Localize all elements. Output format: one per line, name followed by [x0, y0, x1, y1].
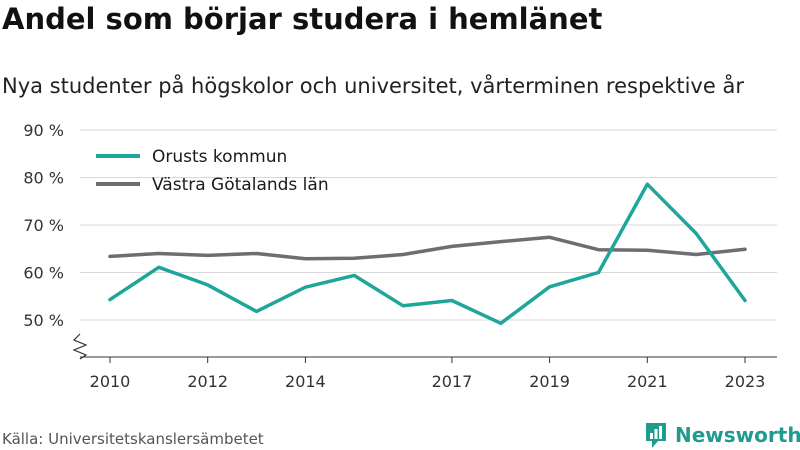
y-tick-label: 70 %: [23, 216, 64, 235]
series-line-v-stra-g-talands-l-n: [108, 235, 747, 261]
legend-label: Orusts kommun: [152, 147, 287, 167]
y-axis-tick-labels: 50 % 60 % 70 % 80 % 90 %: [23, 121, 64, 330]
y-tick-label: 50 %: [23, 311, 64, 330]
grid-lines: [80, 129, 777, 321]
legend-label: Västra Götalands län: [152, 175, 329, 195]
y-tick-label: 90 %: [23, 121, 64, 140]
series-lines: [108, 182, 747, 326]
chart-title: Andel som börjar studera i hemlänet: [2, 2, 603, 36]
source-note: Källa: Universitetskanslersämbetet: [2, 430, 264, 448]
x-tick-label: 2010: [90, 372, 131, 391]
brand-name: Newsworthy: [675, 423, 800, 447]
axis-break-icon: [72, 333, 88, 360]
line-chart: 50 %60 %70 %80 %90 % 2010 2012 2014 2017 201…: [23, 121, 777, 391]
x-tick-label: 2012: [187, 372, 228, 391]
x-axis-tick-labels: 2010 2012 2014 2017 2019 2021 2023: [90, 357, 766, 391]
x-tick-label: 2014: [285, 372, 326, 391]
y-tick-label: 60 %: [23, 264, 64, 283]
x-tick-label: 2023: [725, 372, 766, 391]
y-tick-label: 80 %: [23, 169, 64, 188]
newsworthy-logo: Newsworthy: [644, 421, 800, 449]
x-tick-label: 2021: [627, 372, 668, 391]
x-axis: [72, 333, 777, 360]
x-tick-label: 2017: [432, 372, 473, 391]
x-tick-label: 2019: [529, 372, 570, 391]
series-line-orusts-kommun: [108, 182, 747, 326]
legend: Orusts kommun Västra Götalands län: [96, 147, 329, 195]
chart-subtitle: Nya studenter på högskolor och universit…: [2, 74, 744, 98]
bar-chart-logo-icon: [646, 423, 666, 448]
